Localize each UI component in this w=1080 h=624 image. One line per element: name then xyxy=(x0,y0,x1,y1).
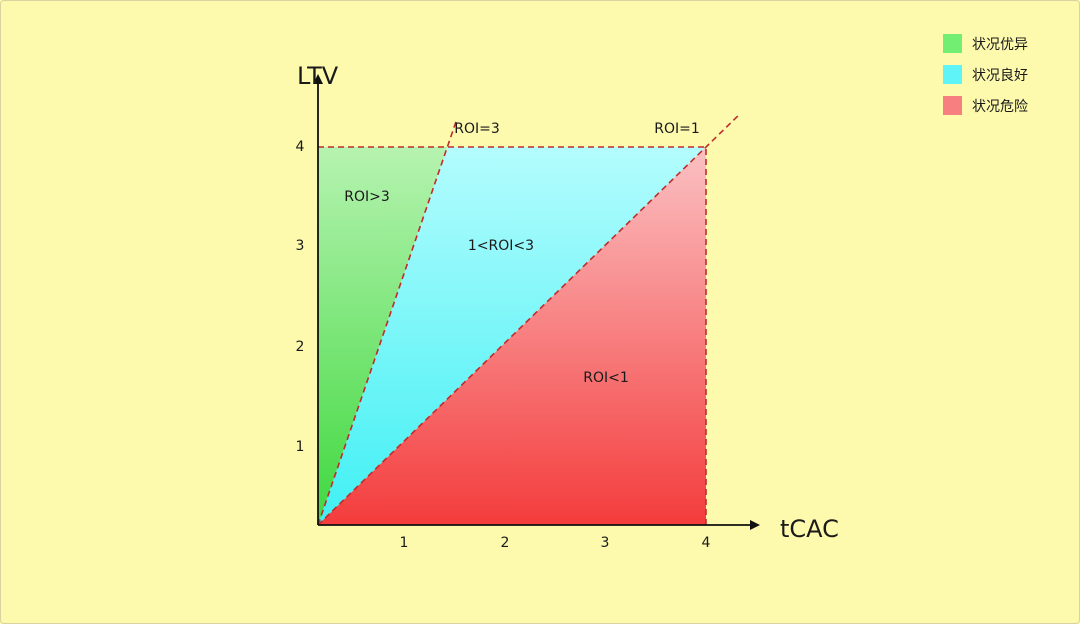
x-tick-label: 3 xyxy=(601,535,610,551)
legend-swatch-good xyxy=(943,65,962,84)
region-label-roi-lt-1: ROI<1 xyxy=(583,370,629,386)
x-tick-label: 2 xyxy=(501,535,510,551)
roi-3-line-label: ROI=3 xyxy=(454,121,500,137)
region-label-roi-1-to-3: 1<ROI<3 xyxy=(468,238,534,254)
y-tick-label: 2 xyxy=(296,339,305,355)
y-axis-title: LTV xyxy=(297,62,339,90)
legend-label-danger: 状况危险 xyxy=(972,99,1028,115)
legend-swatch-danger xyxy=(943,96,962,115)
region-label-roi-gt-3: ROI>3 xyxy=(344,189,390,205)
y-tick-label: 4 xyxy=(296,139,305,155)
x-tick-label: 4 xyxy=(702,535,711,551)
legend: 状况优异 状况良好 状况危险 xyxy=(943,34,1028,115)
roi-1-line-label: ROI=1 xyxy=(654,121,700,137)
region-roi-gt-3 xyxy=(318,147,448,525)
x-tick-label: 1 xyxy=(400,535,409,551)
roi-3-line xyxy=(317,118,458,526)
roi-1-line xyxy=(317,113,741,526)
legend-label-good: 状况良好 xyxy=(972,68,1028,84)
y-tick-label: 1 xyxy=(296,439,305,455)
y-tick-label: 3 xyxy=(296,238,305,254)
legend-swatch-excellent xyxy=(943,34,962,53)
x-axis-title: tCAC xyxy=(780,515,839,543)
legend-label-excellent: 状况优异 xyxy=(972,37,1028,53)
